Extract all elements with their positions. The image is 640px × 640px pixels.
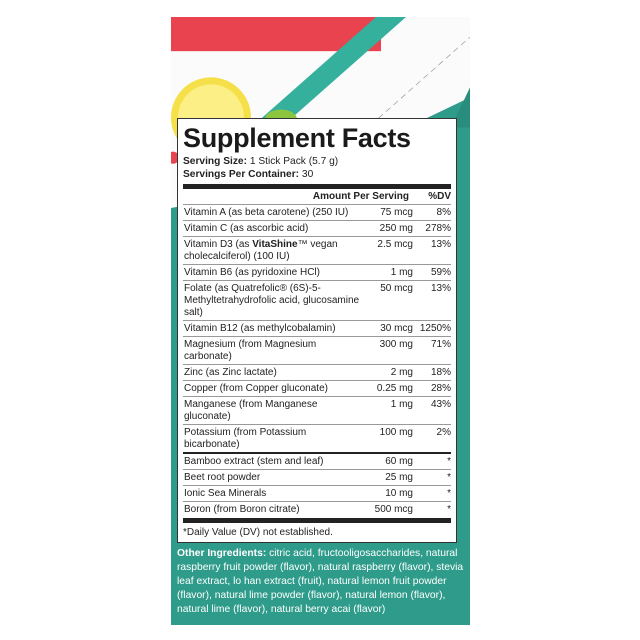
- nutrient-name: Bamboo extract (stem and leaf): [184, 456, 324, 467]
- nutrient-name: Copper (from Copper gluconate): [184, 383, 328, 394]
- nutrient-dv: *: [447, 472, 451, 483]
- table-row: Beet root powder 25 mg *: [183, 470, 451, 486]
- serving-size-value: 1 Stick Pack (5.7 g): [249, 156, 339, 167]
- nutrient-amount: 75 mcg: [380, 207, 413, 218]
- nutrient-dv: 1250%: [419, 323, 451, 334]
- nutrient-name: Vitamin A (as beta carotene) (250 IU): [184, 207, 349, 218]
- table-row: Bamboo extract (stem and leaf) 60 mg *: [183, 454, 451, 470]
- nutrient-amount: 2 mg: [390, 367, 413, 378]
- table-row: Ionic Sea Minerals 10 mg *: [183, 486, 451, 502]
- raspberry: [171, 151, 179, 164]
- nutrient-amount: 1 mg: [390, 267, 413, 278]
- header-amount: Amount Per Serving: [312, 191, 409, 202]
- header-dv: %DV: [428, 191, 451, 202]
- footnote: *Daily Value (DV) not established.: [183, 527, 333, 538]
- table-header: Amount Per Serving %DV: [183, 189, 451, 205]
- nutrient-amount: 300 mg: [379, 339, 413, 350]
- other-ingredients-label: Other Ingredients:: [177, 548, 267, 559]
- table-row: Potassium (from Potassium bicarbonate) 10…: [183, 425, 451, 452]
- nutrient-name: Ionic Sea Minerals: [184, 488, 267, 499]
- nutrient-name: Vitamin D3 (as VitaShine™ vegan cholecal…: [184, 239, 367, 263]
- nutrient-amount: 50 mcg: [380, 283, 413, 294]
- nutrient-name: Vitamin C (as ascorbic acid): [184, 223, 309, 234]
- divider: [183, 518, 451, 523]
- nutrient-amount: 2.5 mcg: [377, 239, 413, 250]
- nutrient-name: Zinc (as Zinc lactate): [184, 367, 277, 378]
- nutrient-dv: *: [447, 504, 451, 515]
- name-part: ™ vegan cholecalciferol) (100 IU): [184, 239, 338, 262]
- panel-title: Supplement Facts: [183, 123, 411, 153]
- servings-per-container: Servings Per Container: 30: [183, 168, 451, 181]
- nutrient-amount: 250 mg: [379, 223, 413, 234]
- nutrient-dv: 13%: [430, 283, 451, 294]
- nutrient-amount: 30 mcg: [380, 323, 413, 334]
- table-row: Zinc (as Zinc lactate) 2 mg 18%: [183, 365, 451, 381]
- nutrient-name: Folate (as Quatrefolic® (6S)-5-Methyltet…: [184, 283, 360, 318]
- product-package: Supplement Facts Serving Size: 1 Stick P…: [171, 17, 470, 625]
- teal-stripe: [251, 17, 406, 128]
- table-row: Copper (from Copper gluconate) 0.25 mg 28%: [183, 381, 451, 397]
- table-row: Folate (as Quatrefolic® (6S)-5-Methyltet…: [183, 281, 451, 321]
- table-row: Vitamin B12 (as methylcobalamin) 30 mcg 12…: [183, 321, 451, 337]
- nutrient-name: Boron (from Boron citrate): [184, 504, 300, 515]
- nutrient-name: Vitamin B6 (as pyridoxine HCl): [184, 267, 320, 278]
- brand-name: VitaShine: [252, 239, 298, 250]
- nutrient-amount: 100 mg: [379, 427, 413, 438]
- nutrient-name: Vitamin B12 (as methylcobalamin): [184, 323, 336, 334]
- divider: [183, 184, 451, 189]
- nutrient-amount: 10 mg: [385, 488, 413, 499]
- nutrient-amount: 25 mg: [385, 472, 413, 483]
- table-row: Vitamin B6 (as pyridoxine HCl) 1 mg 59%: [183, 265, 451, 281]
- nutrient-amount: 60 mg: [385, 456, 413, 467]
- serving-size: Serving Size: 1 Stick Pack (5.7 g): [183, 155, 451, 168]
- nutrient-amount: 0.25 mg: [376, 383, 413, 394]
- nutrient-dv: *: [447, 488, 451, 499]
- nutrient-amount: 1 mg: [390, 399, 413, 410]
- divider: [183, 452, 451, 454]
- supplement-facts-panel: Supplement Facts Serving Size: 1 Stick P…: [177, 118, 457, 543]
- table-row: Magnesium (from Magnesium carbonate) 300 …: [183, 337, 451, 365]
- table-row: Vitamin A (as beta carotene) (250 IU) 75 …: [183, 205, 451, 221]
- servings-label: Servings Per Container:: [183, 169, 300, 180]
- nutrient-name: Potassium (from Potassium bicarbonate): [184, 427, 307, 450]
- other-ingredients: Other Ingredients: citric acid, fructool…: [177, 547, 464, 617]
- nutrient-dv: *: [447, 456, 451, 467]
- nutrient-dv: 2%: [436, 427, 451, 438]
- nutrient-dv: 18%: [430, 367, 451, 378]
- nutrient-dv: 43%: [430, 399, 451, 410]
- table-row: Vitamin C (as ascorbic acid) 250 mg 278%: [183, 221, 451, 237]
- table-row: Manganese (from Manganese gluconate) 1 mg…: [183, 397, 451, 425]
- nutrient-dv: 28%: [430, 383, 451, 394]
- table-row: Boron (from Boron citrate) 500 mcg *: [183, 502, 451, 517]
- nutrient-dv: 71%: [430, 339, 451, 350]
- nutrient-name: Beet root powder: [184, 472, 261, 483]
- nutrient-dv: 59%: [430, 267, 451, 278]
- name-part: Vitamin D3 (as: [184, 239, 253, 250]
- serving-size-label: Serving Size:: [183, 156, 247, 167]
- servings-value: 30: [301, 169, 314, 180]
- other-ingredients-text: citric acid, fructooligosaccharides, nat…: [177, 548, 464, 615]
- table-row: Vitamin D3 (as VitaShine™ vegan cholecal…: [183, 237, 451, 265]
- nutrient-name: Magnesium (from Magnesium carbonate): [184, 339, 317, 362]
- nutrient-list: Vitamin A (as beta carotene) (250 IU) 75 …: [183, 205, 451, 452]
- nutrient-amount: 500 mcg: [374, 504, 413, 515]
- nutrient-dv: 8%: [436, 207, 451, 218]
- other-list: Bamboo extract (stem and leaf) 60 mg * Beet…: [183, 454, 451, 517]
- nutrient-name: Manganese (from Manganese gluconate): [184, 399, 318, 422]
- nutrient-dv: 278%: [425, 223, 451, 234]
- nutrient-dv: 13%: [430, 239, 451, 250]
